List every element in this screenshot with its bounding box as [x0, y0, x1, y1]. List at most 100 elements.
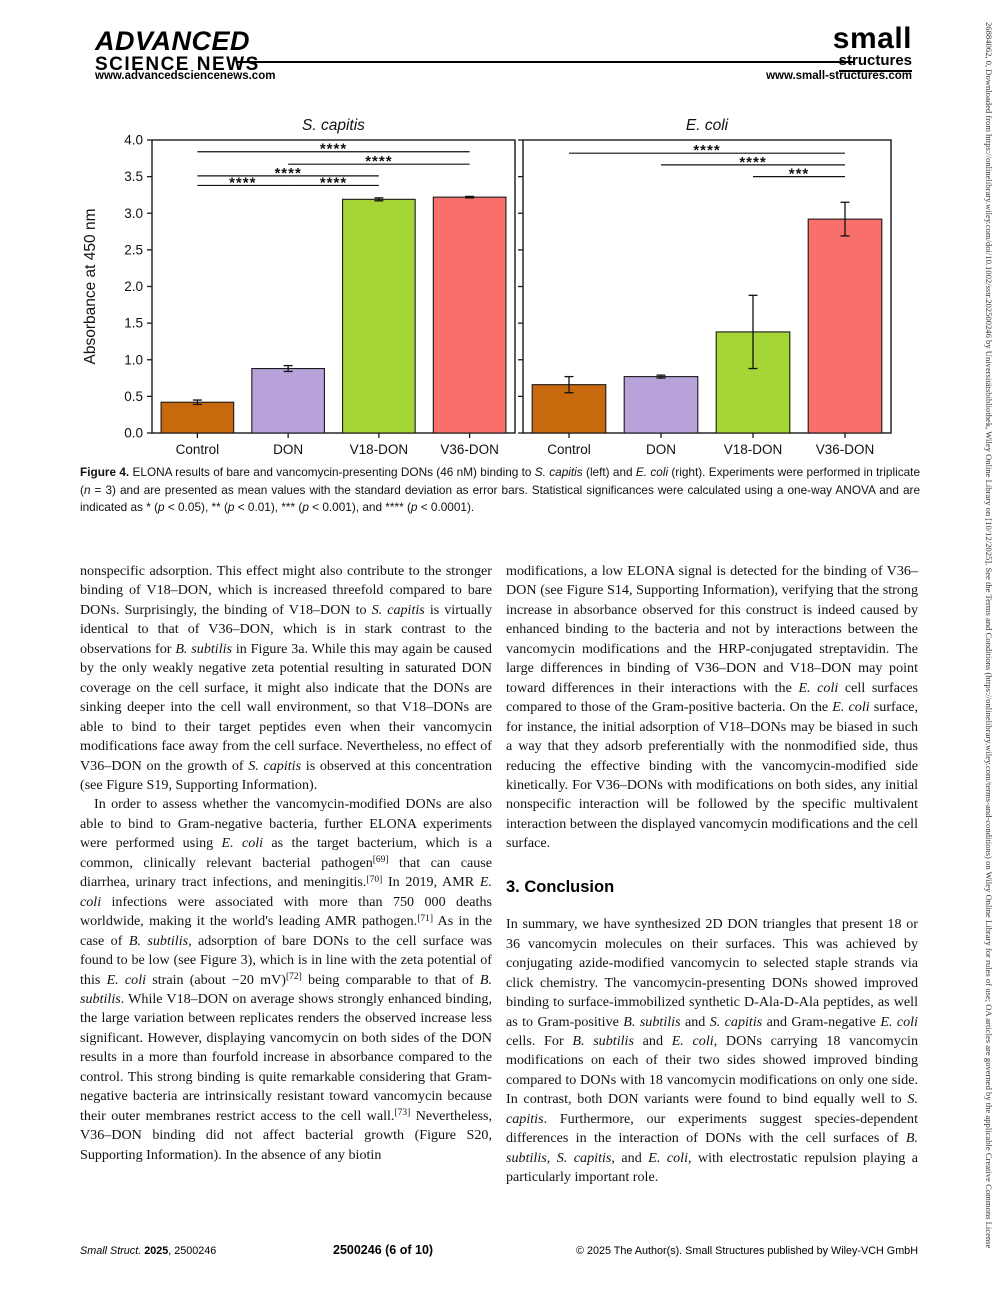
text-segment: [70] [366, 874, 383, 885]
text-segment: [71] [417, 913, 434, 924]
text-segment: < 0.01), *** ( [234, 500, 303, 515]
significance-stars: **** [274, 165, 301, 182]
chart-s-capitis: S. capitis 0.0 0.5 1.0 1.5 2.0 2.5 3.0 3.5 4.0 Abs… [82, 117, 516, 457]
text-segment: , adsorption of bare DONs to the cell su… [80, 932, 492, 988]
figure-4-caption: Figure 4. ELONA results of bare and vanc… [80, 464, 920, 517]
text-segment: cells. For [506, 1032, 573, 1049]
y-tick-label: 4.0 [124, 133, 143, 148]
y-tick-label: 0.0 [124, 426, 143, 441]
footer-page-number: 2500246 (6 of 10) [333, 1243, 434, 1257]
text-segment: B. subtilis [572, 1032, 634, 1049]
text-segment: E. coli [106, 971, 147, 988]
header-rule [237, 61, 855, 63]
significance-stars: **** [320, 174, 347, 191]
y-tick-label: 1.0 [124, 352, 143, 367]
text-segment: E. coli [832, 699, 870, 716]
x-tick-label: V36-DON [816, 442, 875, 457]
text-segment: [72] [286, 972, 302, 983]
bar-control [160, 401, 235, 434]
text-segment: E. coli [880, 1013, 918, 1030]
text-segment: S. capitis [534, 465, 583, 479]
conclusion-heading: 3. Conclusion [506, 877, 615, 896]
x-tick-label: Control [547, 442, 591, 457]
text-segment: n [83, 482, 91, 497]
text-segment: S. capitis [371, 601, 425, 618]
y-tick-label: 2.5 [124, 242, 143, 257]
x-tick-label: V18-DON [724, 442, 783, 457]
y-tick-label: 3.5 [124, 169, 143, 184]
bar-don [251, 367, 325, 434]
text-segment: B. subtilis [80, 971, 492, 1007]
text-segment: being comparable to that of [301, 971, 480, 988]
bar-v36-don [432, 196, 507, 434]
text-segment: < 0.001), and **** ( [308, 500, 411, 515]
journal-url: www.small-structures.com [766, 70, 912, 82]
text-segment: In summary, we have synthesized 2D DON t… [506, 916, 918, 1030]
text-segment: B. subtilis [128, 932, 189, 949]
text-segment: ELONA results of bare and vancomycin-pre… [129, 465, 535, 479]
text-segment: and [633, 1032, 672, 1049]
text-segment: S. capitis [506, 1091, 918, 1127]
text-segment: [73] [394, 1108, 411, 1119]
text-segment: . Furthermore, our experiments suggest s… [506, 1110, 918, 1147]
significance-stars: **** [320, 141, 347, 158]
brand-line2: SCIENCE NEWS [95, 54, 260, 75]
text-segment: as the target bacterium, which is a comm… [80, 835, 492, 871]
text-segment: 2025 [144, 1245, 169, 1257]
brand-url: www.advancedsciencenews.com [95, 70, 276, 82]
text-segment: , [546, 1149, 557, 1166]
text-segment: , 2500246 [168, 1245, 217, 1257]
text-segment: p [302, 500, 309, 515]
text-segment: S. capitis [709, 1013, 763, 1030]
journal-line1: small [832, 22, 912, 55]
text-segment: E. coli [80, 874, 492, 910]
text-segment: E. coli [671, 1032, 714, 1049]
advanced-science-news-logo: ADVANCED SCIENCE NEWS [95, 28, 260, 75]
paragraph: In summary, we have synthesized 2D DON t… [506, 915, 918, 1187]
footer-citation: Small Struct. 2025, 2500246 [80, 1245, 216, 1257]
text-segment: that can cause diarrhea, urinary tract i… [80, 854, 492, 891]
brand-line1: ADVANCED [95, 26, 251, 56]
y-tick-label: 2.0 [124, 279, 143, 294]
text-segment: is observed at this concentration (see F… [80, 757, 493, 793]
text-segment: nonspecific adsorption. This effect migh… [80, 563, 492, 618]
text-segment: and Gram-negative [762, 1013, 881, 1030]
text-segment: S. capitis [556, 1149, 612, 1166]
x-tick-label: DON [646, 442, 676, 457]
text-segment: , DONs carrying 18 vancomycin modificati… [506, 1032, 918, 1108]
chart-title: E. coli [686, 117, 729, 134]
small-structures-logo: small structures [832, 22, 912, 72]
x-tick-label: V18-DON [350, 442, 409, 457]
paragraph: nonspecific adsorption. This effect migh… [80, 562, 492, 795]
text-segment: B. subtilis [506, 1130, 918, 1166]
text-segment: p [158, 500, 165, 515]
text-segment: p [227, 500, 235, 515]
text-segment: In 2019, AMR [382, 874, 480, 891]
chart-title: S. capitis [302, 117, 365, 134]
text-segment: infections were associated with more tha… [80, 893, 492, 930]
text-segment: E. coli [798, 679, 839, 696]
text-segment: p [410, 500, 418, 515]
y-tick-label: 1.5 [124, 316, 143, 331]
text-segment: Small Struct. [80, 1245, 145, 1257]
text-segment: is virtually identical to that of V36–DO… [80, 601, 492, 657]
text-segment: [69] [372, 855, 389, 866]
body-column-left: nonspecific adsorption. This effect migh… [80, 562, 492, 1165]
text-segment: E. coli [648, 1149, 688, 1166]
x-tick-label: DON [273, 442, 303, 457]
text-segment: Nevertheless, V36–DON binding did not af… [80, 1107, 492, 1163]
text-segment: modifications, a low ELONA signal is det… [506, 563, 918, 696]
bar-v18-don [342, 198, 416, 434]
y-axis-label: Absorbance at 450 nm [82, 209, 99, 365]
text-segment: , with electrostatic repulsion playing a… [506, 1149, 919, 1186]
text-segment: (left) and [582, 465, 636, 479]
text-segment: < 0.0001). [417, 500, 475, 515]
text-segment: B. subtilis [623, 1013, 681, 1030]
text-segment: in Figure 3a. While this may again be ca… [80, 640, 492, 774]
footer-copyright: © 2025 The Author(s). Small Structures p… [576, 1245, 918, 1257]
bar-v36-don [807, 218, 883, 434]
text-segment: B. subtilis [175, 640, 233, 657]
significance-stars: *** [789, 166, 810, 183]
